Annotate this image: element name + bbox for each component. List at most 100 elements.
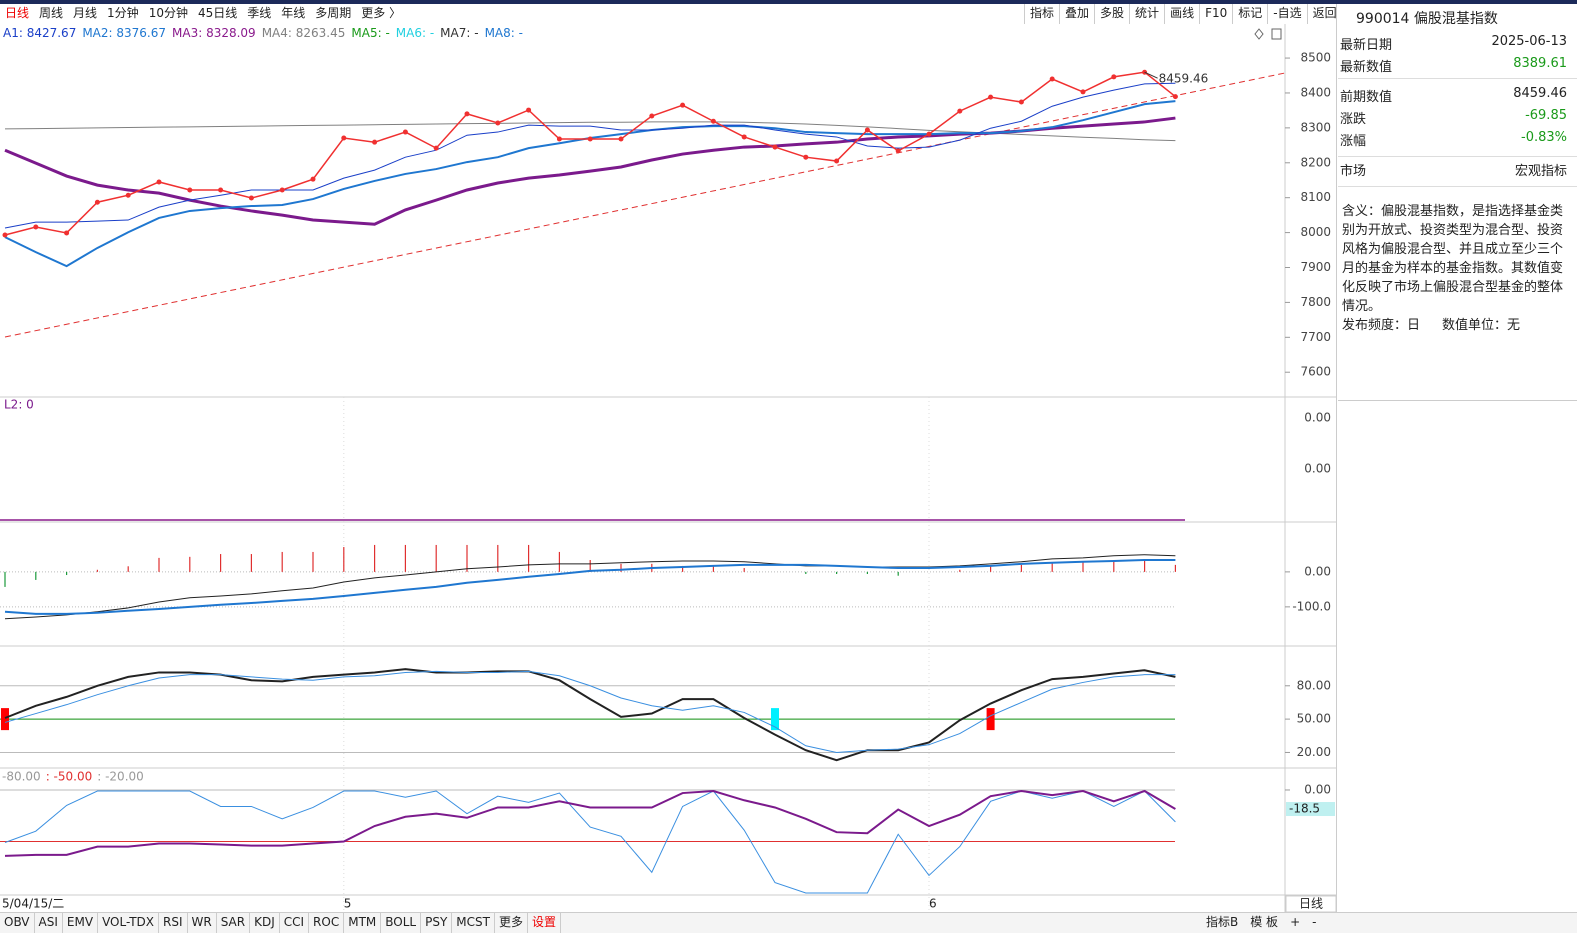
panel-button[interactable]: - — [1312, 915, 1317, 929]
chart: L2: 0 0.00 0.00 日线 8500 8400 8300 8200 8100 8… — [0, 4, 1337, 932]
panel-button[interactable]: + — [1290, 915, 1301, 929]
point — [988, 94, 994, 100]
point — [772, 144, 778, 150]
series-line — [4, 670, 1176, 753]
info-label: 涨幅 — [1340, 134, 1367, 149]
panel-label: L2: 0 — [4, 398, 34, 412]
indicator-tab[interactable]: MCST — [452, 913, 495, 933]
y-tick-label: 7600 — [1300, 365, 1331, 379]
point — [1080, 89, 1086, 95]
indicator-tab[interactable]: VOL-TDX — [98, 913, 159, 933]
point — [1018, 99, 1024, 105]
period-tab[interactable]: 多周期 — [315, 6, 352, 20]
y-tick-label: 8500 — [1300, 51, 1331, 65]
tool-button[interactable]: 返回 — [1306, 4, 1342, 24]
info-row: 市场 宏观指标 — [1340, 160, 1567, 179]
point — [218, 187, 224, 193]
legend-entry: MA6: - — [395, 26, 435, 40]
info-label: 涨跌 — [1340, 112, 1367, 127]
y-tick-label: 8300 — [1300, 120, 1331, 134]
indicator-tab[interactable]: KDJ — [250, 913, 280, 933]
period-tab[interactable]: 1分钟 — [107, 6, 139, 20]
indicator-tab[interactable]: SAR — [217, 913, 251, 933]
separator — [1338, 400, 1577, 401]
point — [803, 154, 809, 160]
point — [649, 113, 655, 119]
legend-entry: MA5: - — [351, 26, 390, 40]
indicator-tab[interactable]: EMV — [63, 913, 99, 933]
period-tab[interactable]: 月线 — [73, 6, 98, 20]
point — [248, 195, 254, 201]
indicator-tab[interactable]: BOLL — [381, 913, 422, 933]
annotation-leader — [1144, 71, 1158, 79]
tool-button[interactable]: F10 — [1199, 4, 1232, 24]
description: 含义：偏股混基指数，是指选择基金类别为开放式、投资类型为混合型、投资风格为偏股混… — [1342, 204, 1564, 314]
y-tick-label: 7700 — [1300, 330, 1331, 344]
info-title: 990014 偏股混基指数 — [1356, 11, 1498, 27]
period-tab[interactable]: 季线 — [247, 6, 272, 20]
indicator-tab[interactable]: 更多 — [495, 913, 528, 933]
panel-button[interactable]: 指标B — [1206, 915, 1239, 929]
indicator-tab[interactable]: MTM — [344, 913, 382, 933]
point — [464, 111, 470, 117]
period-tab[interactable]: 10分钟 — [148, 6, 188, 20]
indicator-tab[interactable]: RSI — [159, 913, 188, 933]
info-row: 最新数值 8389.61 — [1340, 56, 1567, 75]
indicator-tab[interactable]: PSY — [421, 913, 453, 933]
legend-entry: MA7: - — [440, 26, 479, 40]
period-tab[interactable]: 更多 〉 — [361, 6, 402, 20]
legend-entry: A1: 8427.67 — [3, 26, 77, 40]
period-tab[interactable]: 年线 — [281, 6, 306, 20]
y-tick-label: 8100 — [1300, 190, 1331, 204]
indicator-tab[interactable]: WR — [188, 913, 217, 933]
tool-button[interactable]: 指标 — [1024, 4, 1059, 24]
y-tick-label: 0.00 — [1304, 411, 1331, 425]
indicator-tab[interactable]: 设置 — [528, 913, 562, 933]
point — [495, 120, 501, 126]
info-value: -0.83% — [1521, 130, 1567, 145]
tool-button[interactable]: 叠加 — [1059, 4, 1094, 24]
info-label: 最新日期 — [1340, 38, 1393, 53]
point — [1049, 76, 1055, 82]
tools: 指标 叠加 多股 统计 画线 F10 标记 -自选 返回 — [1024, 4, 1342, 24]
legend: A1: 8427.67 MA2: 8376.67 MA3: 8328.09 MA4: … — [0, 24, 526, 42]
indicator-tab[interactable]: ROC — [309, 913, 345, 933]
x-tick-label: 6 — [929, 897, 937, 911]
info-value: -69.85 — [1525, 108, 1567, 123]
point — [33, 224, 39, 230]
point — [2, 232, 8, 238]
signal-marker — [771, 708, 779, 731]
legend-entry: MA3: 8328.09 — [172, 26, 256, 40]
y-tick-label: -100.0 — [1292, 599, 1331, 613]
point — [433, 145, 439, 151]
info-row: 最新日期 2025-06-13 — [1340, 34, 1567, 53]
indicator-tab[interactable]: CCI — [280, 913, 310, 933]
trend-line — [4, 72, 1286, 338]
info-row: 涨跌 -69.85 — [1340, 108, 1567, 127]
point — [710, 118, 716, 124]
point — [402, 129, 408, 135]
tool-button[interactable]: 画线 — [1164, 4, 1199, 24]
panel-button[interactable]: 模 板 — [1250, 915, 1279, 929]
unit: 数值单位：无 — [1442, 318, 1521, 333]
indicator-tab[interactable]: OBV — [0, 913, 35, 933]
top-stripe — [0, 0, 1577, 4]
period-tab[interactable]: 周线 — [39, 6, 64, 20]
series-line — [4, 82, 1176, 229]
tool-button[interactable]: 多股 — [1094, 4, 1129, 24]
y-tick-label: 7800 — [1300, 295, 1331, 309]
bottom-tabs: OBV ASI EMV VOL-TDX RSI WR SAR KDJ CCI ROC MTM BOLL… — [0, 912, 1577, 933]
frequency: 发布频度：日 — [1342, 318, 1421, 333]
info-label: 前期数值 — [1340, 90, 1393, 105]
period-tab[interactable]: 45日线 — [197, 6, 238, 20]
info-row: 前期数值 8459.46 — [1340, 86, 1567, 105]
series-line — [4, 71, 1176, 236]
period-tab[interactable]: 日线 — [5, 6, 30, 20]
tool-button[interactable]: -自选 — [1267, 4, 1306, 24]
tool-button[interactable]: 统计 — [1129, 4, 1164, 24]
point — [279, 187, 285, 193]
tool-button[interactable]: 标记 — [1232, 4, 1267, 24]
indicator-tab[interactable]: ASI — [35, 913, 63, 933]
point — [187, 187, 193, 193]
